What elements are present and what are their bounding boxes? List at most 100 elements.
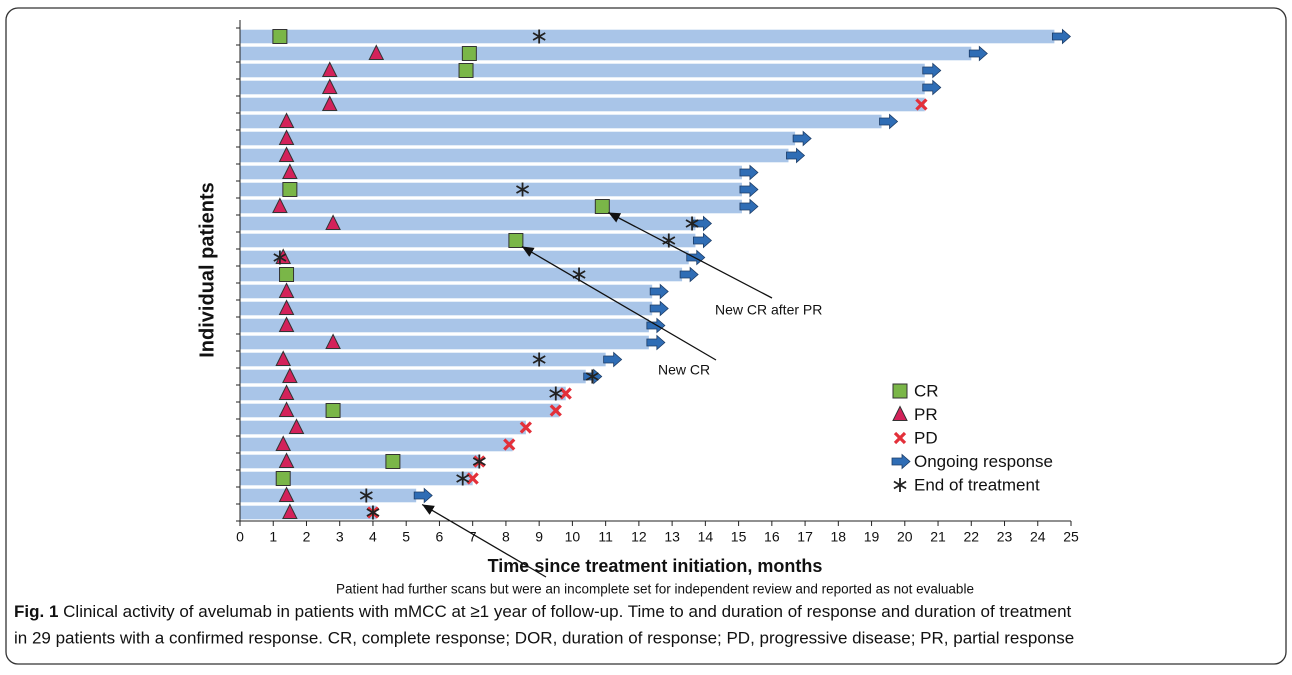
- legend-label: CR: [914, 381, 939, 400]
- x-tick-label: 4: [369, 529, 377, 545]
- ongoing-arrow: [692, 232, 712, 249]
- triangle-marker: [272, 197, 288, 213]
- x-tick-label: 19: [864, 529, 880, 545]
- square-marker: [458, 63, 474, 78]
- caption-text: Clinical activity of avelumab in patient…: [63, 602, 1071, 621]
- ongoing-arrow: [649, 300, 669, 317]
- asterisk-marker: [472, 454, 486, 469]
- x-tick-label: 12: [631, 529, 647, 545]
- legend-swatch: [893, 431, 907, 445]
- ongoing-arrow: [413, 487, 433, 504]
- square-marker: [385, 454, 401, 469]
- triangle-marker: [278, 299, 295, 315]
- ongoing-arrow: [649, 283, 669, 300]
- asterisk-marker: [273, 250, 287, 265]
- bar: [240, 369, 586, 384]
- triangle-marker: [282, 367, 298, 383]
- asterisk-marker: [366, 505, 380, 520]
- x-tick-label: 3: [336, 529, 344, 545]
- x-tick-label: 22: [963, 529, 979, 545]
- asterisk-marker: [585, 369, 599, 384]
- asterisk-marker: [662, 233, 676, 248]
- cross-marker: [559, 387, 572, 400]
- triangle-marker: [278, 146, 295, 162]
- x-tick-label: 5: [402, 529, 410, 545]
- triangle-marker: [278, 452, 295, 468]
- triangle-marker: [278, 384, 295, 400]
- ongoing-arrow: [603, 351, 623, 368]
- bar: [240, 80, 925, 95]
- x-tick-label: 25: [1063, 529, 1079, 545]
- legend-swatch: [891, 453, 911, 470]
- cross-marker: [915, 98, 928, 111]
- legend-label: Ongoing response: [914, 452, 1053, 471]
- bar: [240, 488, 417, 503]
- bar: [240, 29, 1055, 44]
- square-marker: [594, 199, 610, 214]
- x-tick-label: 14: [698, 529, 714, 545]
- legend-label: PD: [914, 428, 938, 447]
- annotation-arrow: [608, 211, 773, 299]
- x-tick-label: 15: [731, 529, 747, 545]
- cross-marker: [519, 421, 532, 434]
- triangle-marker: [325, 214, 341, 230]
- bar: [240, 420, 526, 435]
- bar: [240, 46, 972, 61]
- ongoing-arrow: [922, 62, 942, 79]
- ongoing-arrow: [679, 266, 699, 283]
- square-marker: [272, 29, 288, 44]
- asterisk-marker: [359, 488, 373, 503]
- ongoing-arrow: [646, 334, 666, 351]
- asterisk-marker: [532, 29, 546, 44]
- x-tick-label: 24: [1030, 529, 1046, 545]
- legend-label: PR: [914, 405, 938, 424]
- ongoing-arrow: [739, 164, 759, 181]
- x-tick-label: 1: [269, 529, 277, 545]
- asterisk-marker: [532, 352, 546, 367]
- bar: [240, 318, 649, 333]
- triangle-marker: [278, 316, 295, 332]
- ongoing-arrow: [1051, 28, 1071, 45]
- y-axis-title: Individual patients: [196, 182, 218, 358]
- cross-marker: [503, 438, 516, 451]
- square-marker: [275, 471, 291, 486]
- bar: [240, 131, 796, 146]
- square-marker: [282, 182, 298, 197]
- ongoing-arrow: [922, 79, 942, 96]
- bar: [240, 301, 653, 316]
- bar: [240, 216, 696, 231]
- legend-label: End of treatment: [914, 475, 1040, 494]
- triangle-marker: [275, 350, 292, 366]
- x-tick-label: 18: [831, 529, 847, 545]
- cross-marker: [549, 404, 562, 417]
- bar: [240, 199, 742, 214]
- triangle-marker: [321, 95, 338, 111]
- bar: [240, 250, 689, 265]
- bar: [240, 148, 789, 163]
- triangle-marker: [288, 418, 305, 434]
- x-tick-label: 20: [897, 529, 913, 545]
- bar: [240, 505, 377, 520]
- bar: [240, 63, 925, 78]
- bar: [240, 454, 480, 469]
- ongoing-arrow: [692, 215, 712, 232]
- asterisk-marker: [456, 471, 470, 486]
- annotation-arrow: [421, 503, 547, 578]
- x-tick-label: 11: [598, 529, 613, 545]
- x-tick-label: 9: [535, 529, 543, 545]
- x-tick-label: 8: [502, 529, 510, 545]
- figure-border: [5, 7, 1287, 665]
- x-tick-label: 6: [436, 529, 444, 545]
- x-tick-label: 0: [236, 529, 244, 545]
- bar: [240, 386, 566, 401]
- square-marker: [279, 267, 295, 282]
- bar: [240, 437, 513, 452]
- bar: [240, 267, 683, 282]
- ongoing-arrow: [786, 147, 806, 164]
- asterisk-marker: [549, 386, 563, 401]
- triangle-marker: [275, 435, 292, 451]
- bar: [240, 114, 882, 129]
- legend-swatch: [892, 405, 908, 421]
- bar: [240, 97, 925, 112]
